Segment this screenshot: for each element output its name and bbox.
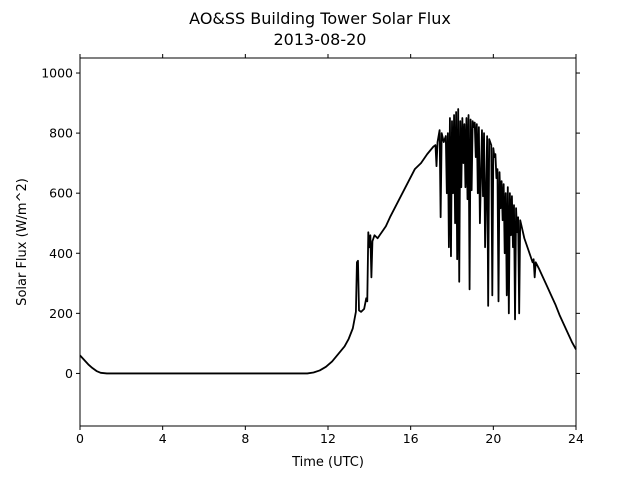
chart-title: AO&SS Building Tower Solar Flux — [189, 9, 451, 28]
x-tick-label: 24 — [568, 431, 584, 446]
x-tick-label: 16 — [403, 431, 419, 446]
x-tick-label: 20 — [485, 431, 501, 446]
x-tick-label: 4 — [159, 431, 167, 446]
x-tick-label: 12 — [320, 431, 336, 446]
axis-ticks: 0 4 8 12 16 20 24 0 200 400 600 800 1000 — [41, 54, 584, 446]
x-tick-label: 0 — [76, 431, 84, 446]
y-tick-label: 400 — [49, 246, 73, 261]
x-tick-label: 8 — [241, 431, 249, 446]
plot-frame — [79, 57, 577, 427]
chart-subtitle: 2013-08-20 — [274, 30, 367, 49]
plot-area — [79, 57, 577, 427]
y-axis-label: Solar Flux (W/m^2) — [15, 178, 30, 306]
x-axis-label: Time (UTC) — [291, 455, 364, 470]
y-tick-label: 1000 — [41, 66, 73, 81]
y-tick-label: 800 — [49, 126, 73, 141]
y-tick-label: 600 — [49, 186, 73, 201]
y-tick-label: 0 — [65, 366, 73, 381]
series-line-solar-flux — [79, 108, 577, 375]
y-tick-label: 200 — [49, 306, 73, 321]
